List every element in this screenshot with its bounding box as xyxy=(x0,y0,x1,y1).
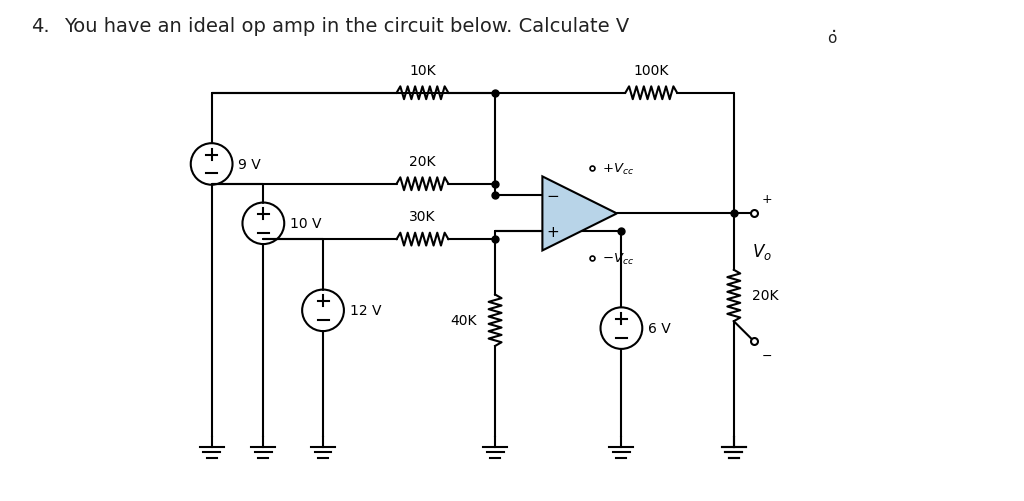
Text: 100K: 100K xyxy=(634,64,669,78)
Text: 10K: 10K xyxy=(410,64,436,78)
Text: 30K: 30K xyxy=(410,210,436,224)
Text: $-V_{cc}$: $-V_{cc}$ xyxy=(601,252,634,267)
Text: 12 V: 12 V xyxy=(350,304,381,318)
Text: 20K: 20K xyxy=(410,155,436,168)
Text: 20K: 20K xyxy=(752,289,778,303)
Text: −: − xyxy=(762,349,772,362)
Text: o: o xyxy=(826,32,837,47)
Text: 6 V: 6 V xyxy=(648,322,671,336)
Text: +: + xyxy=(762,193,772,206)
Text: You have an ideal op amp in the circuit below. Calculate V: You have an ideal op amp in the circuit … xyxy=(65,17,630,36)
Text: 9 V: 9 V xyxy=(239,158,261,172)
Text: 40K: 40K xyxy=(451,314,477,328)
Text: 4.: 4. xyxy=(31,17,49,36)
Text: $+V_{cc}$: $+V_{cc}$ xyxy=(601,162,634,177)
Text: $V_o$: $V_o$ xyxy=(752,241,772,262)
Polygon shape xyxy=(543,177,616,251)
Text: −: − xyxy=(547,188,559,203)
Text: +: + xyxy=(547,224,559,239)
Text: 10 V: 10 V xyxy=(290,217,322,231)
Text: .: . xyxy=(831,17,838,36)
